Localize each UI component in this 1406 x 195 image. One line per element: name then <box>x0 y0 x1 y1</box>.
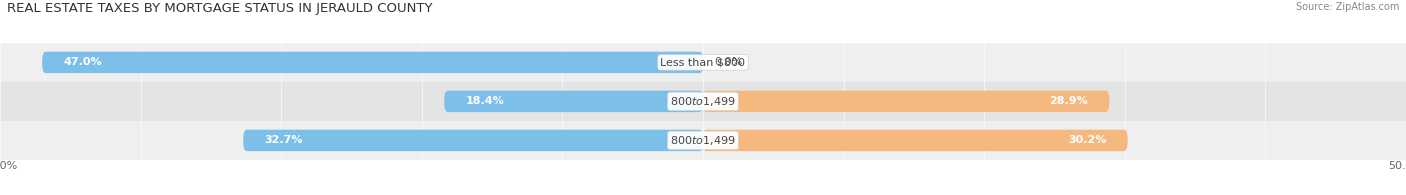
FancyBboxPatch shape <box>703 130 1128 151</box>
FancyBboxPatch shape <box>703 91 1109 112</box>
FancyBboxPatch shape <box>42 52 703 73</box>
Text: $800 to $1,499: $800 to $1,499 <box>671 95 735 108</box>
FancyBboxPatch shape <box>243 130 703 151</box>
Text: Source: ZipAtlas.com: Source: ZipAtlas.com <box>1295 2 1399 12</box>
Text: $800 to $1,499: $800 to $1,499 <box>671 134 735 147</box>
Bar <box>0 82 1406 121</box>
Text: REAL ESTATE TAXES BY MORTGAGE STATUS IN JERAULD COUNTY: REAL ESTATE TAXES BY MORTGAGE STATUS IN … <box>7 2 433 15</box>
Bar <box>0 121 1406 160</box>
Text: 18.4%: 18.4% <box>465 96 505 106</box>
Bar <box>0 43 1406 82</box>
Text: 47.0%: 47.0% <box>63 57 101 67</box>
Text: 0.0%: 0.0% <box>714 57 742 67</box>
Text: Less than $800: Less than $800 <box>661 57 745 67</box>
Text: 30.2%: 30.2% <box>1069 135 1107 145</box>
Text: 32.7%: 32.7% <box>264 135 302 145</box>
Text: 28.9%: 28.9% <box>1049 96 1088 106</box>
FancyBboxPatch shape <box>444 91 703 112</box>
